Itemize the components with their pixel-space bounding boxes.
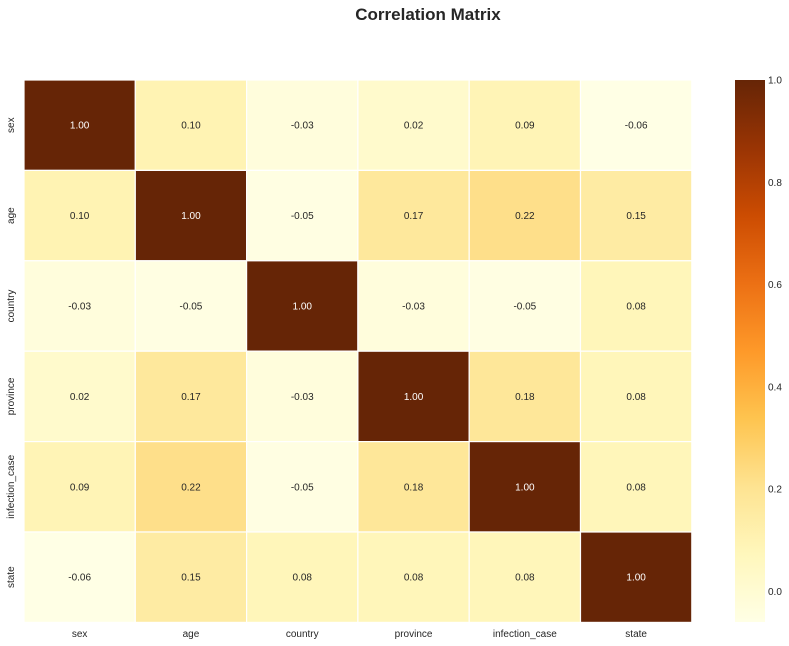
heatmap-cell-value-label: 0.02 [404, 121, 424, 132]
heatmap-cell [579, 260, 693, 352]
heatmap-cell-value-label: -0.03 [291, 392, 314, 403]
colorbar-tick-label: 0.0 [768, 587, 782, 598]
colorbar-tick-label: 1.0 [768, 76, 782, 87]
heatmap-cell-value-label: -0.05 [291, 211, 314, 222]
heatmap-cell-value-label: 1.00 [404, 392, 424, 403]
heatmap-cell-value-label: 0.08 [626, 482, 646, 493]
y-tick-label: age [6, 207, 17, 224]
heatmap-cell-value-label: 1.00 [515, 482, 535, 493]
heatmap-cell [134, 79, 248, 172]
y-tick-label: state [6, 566, 17, 588]
colorbar [735, 80, 765, 622]
x-tick-label: state [625, 629, 647, 640]
chart-title: Correlation Matrix [355, 5, 501, 24]
heatmap-cell [246, 79, 359, 172]
heatmap-cell [468, 350, 582, 443]
colorbar-tick-label: 0.2 [768, 485, 782, 496]
heatmap-cell-value-label: 0.15 [626, 211, 646, 222]
heatmap-cell-value-label: 0.09 [70, 482, 90, 493]
y-tick-label: province [6, 377, 17, 415]
x-axis-tick-labels: sex age country province infection_case state [72, 629, 648, 640]
heatmap-cell-value-label: -0.05 [291, 482, 314, 493]
heatmap-cell-value-label: 0.08 [515, 573, 535, 584]
x-tick-label: province [395, 629, 433, 640]
heatmap-cell [134, 350, 248, 443]
heatmap-cell [357, 350, 470, 443]
heatmap-cell-value-label: -0.05 [513, 302, 536, 313]
heatmap-cell-value-label: 0.22 [515, 211, 535, 222]
heatmap-cell-value-label: 0.08 [626, 302, 646, 313]
heatmap-cell [134, 169, 248, 262]
heatmap-cells: 1.00 0.10 -0.03 0.02 0.09 -0.06 0.10 1.00 -0.05 0… [23, 79, 693, 624]
heatmap-cell [468, 441, 582, 533]
colorbar-tick-label: 0.6 [768, 280, 782, 291]
heatmap-cell [246, 350, 359, 443]
heatmap-cell [357, 531, 470, 624]
heatmap-cell [579, 441, 693, 533]
colorbar-tick-labels: 0.0 0.2 0.4 0.6 0.8 1.0 [768, 76, 782, 598]
heatmap-cell-value-label: 0.10 [70, 211, 90, 222]
heatmap-cell [579, 79, 693, 172]
heatmap-cell-value-label: 0.17 [181, 392, 201, 403]
heatmap-cell [579, 169, 693, 262]
heatmap-cell [23, 441, 136, 533]
heatmap-cell [357, 169, 470, 262]
x-tick-label: country [286, 629, 319, 640]
heatmap-cell [579, 350, 693, 443]
colorbar-tick-label: 0.4 [768, 382, 782, 393]
heatmap-cell-value-label: 0.09 [515, 121, 535, 132]
heatmap-cell [468, 531, 582, 624]
x-tick-label: infection_case [493, 629, 557, 640]
heatmap-cell-value-label: -0.06 [625, 121, 648, 132]
heatmap-cell-value-label: -0.03 [291, 121, 314, 132]
heatmap-cell-value-label: 0.08 [404, 573, 424, 584]
heatmap-cell-value-label: 0.17 [404, 211, 424, 222]
heatmap-cell [357, 79, 470, 172]
heatmap-cell-value-label: 1.00 [626, 573, 646, 584]
heatmap-cell-value-label: -0.06 [68, 573, 91, 584]
x-tick-label: sex [72, 629, 88, 640]
y-tick-label: country [6, 290, 17, 323]
heatmap-cell-value-label: 0.08 [293, 573, 313, 584]
heatmap-cell [468, 79, 582, 172]
heatmap-cell-value-label: -0.05 [180, 302, 203, 313]
y-tick-label: sex [6, 117, 17, 133]
heatmap-cell [357, 441, 470, 533]
heatmap-cell [23, 531, 136, 624]
heatmap-cell-value-label: -0.03 [402, 302, 425, 313]
heatmap-cell-value-label: -0.03 [68, 302, 91, 313]
heatmap-cell [246, 441, 359, 533]
heatmap-cell [357, 260, 470, 352]
heatmap-cell [134, 260, 248, 352]
heatmap-cell-value-label: 1.00 [181, 211, 201, 222]
x-tick-label: age [183, 629, 200, 640]
heatmap-cell [23, 350, 136, 443]
heatmap-cell [23, 79, 136, 172]
heatmap-cell-value-label: 0.02 [70, 392, 90, 403]
heatmap-cell-value-label: 0.15 [181, 573, 201, 584]
heatmap-cell-value-label: 0.18 [404, 482, 424, 493]
heatmap-cell-value-label: 0.08 [626, 392, 646, 403]
heatmap-cell-value-label: 0.10 [181, 121, 201, 132]
heatmap-cell-value-label: 0.22 [181, 482, 201, 493]
y-tick-label: infection_case [6, 454, 17, 518]
colorbar-tick-label: 0.8 [768, 178, 782, 189]
heatmap-cell-value-label: 1.00 [293, 302, 313, 313]
heatmap-cell [23, 260, 136, 352]
heatmap-cell-value-label: 1.00 [70, 121, 90, 132]
heatmap-cell [468, 260, 582, 352]
heatmap-cell [579, 531, 693, 624]
heatmap-cell-value-label: 0.18 [515, 392, 535, 403]
